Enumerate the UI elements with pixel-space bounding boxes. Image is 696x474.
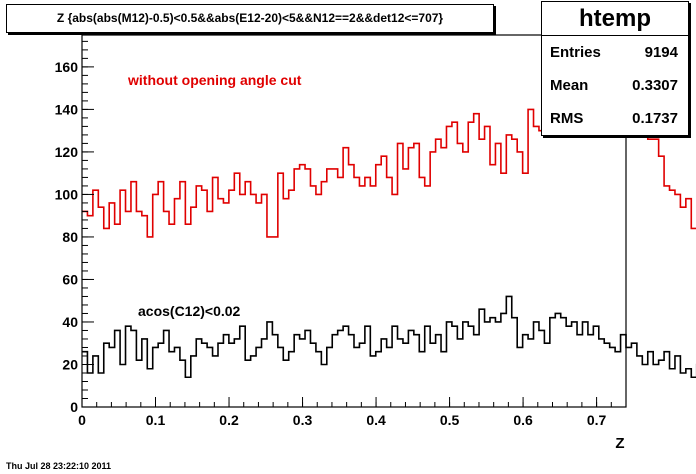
stats-box: htemp Entries 9194 Mean 0.3307 RMS 0.173… <box>541 1 689 136</box>
x-tick-label: 0.2 <box>219 412 239 428</box>
stats-value: 0.1737 <box>632 110 678 127</box>
stats-label: Entries <box>550 44 601 61</box>
stats-label: Mean <box>550 77 589 94</box>
timestamp-footer: Thu Jul 28 23:22:10 2011 <box>6 461 112 471</box>
x-tick-label: 0.6 <box>513 412 533 428</box>
y-tick-label: 120 <box>55 144 79 160</box>
histogram-series-1 <box>82 295 696 379</box>
stats-row-entries: Entries 9194 <box>542 36 688 69</box>
stats-row-mean: Mean 0.3307 <box>542 69 688 102</box>
x-tick-label: 0.5 <box>440 412 460 428</box>
stats-title: htemp <box>542 2 688 36</box>
y-tick-label: 0 <box>70 399 78 415</box>
x-axis-title: Z <box>615 435 624 452</box>
stats-row-rms: RMS 0.1737 <box>542 102 688 135</box>
x-tick-label: 0 <box>78 412 86 428</box>
y-tick-label: 80 <box>62 229 78 245</box>
x-tick-label: 0.1 <box>146 412 166 428</box>
stats-value: 0.3307 <box>632 77 678 94</box>
x-tick-label: 0.4 <box>366 412 386 428</box>
y-tick-label: 40 <box>62 314 78 330</box>
plot-title: Z {abs(abs(M12)-0.5)<0.5&&abs(E12-20)<5&… <box>6 4 494 33</box>
stats-value: 9194 <box>644 44 678 61</box>
y-tick-label: 100 <box>55 186 79 202</box>
x-tick-label: 0.3 <box>293 412 313 428</box>
y-tick-label: 20 <box>62 356 78 372</box>
annotation-black-series: acos(C12)<0.02 <box>138 303 241 319</box>
y-tick-label: 160 <box>55 59 79 75</box>
plot-frame <box>81 34 627 408</box>
histogram-series-0 <box>82 57 696 238</box>
annotation-red-series: without opening angle cut <box>127 72 302 88</box>
stats-label: RMS <box>550 110 584 127</box>
y-tick-label: 60 <box>62 271 78 287</box>
x-tick-label: 0.7 <box>587 412 607 428</box>
y-tick-label: 140 <box>55 101 79 117</box>
